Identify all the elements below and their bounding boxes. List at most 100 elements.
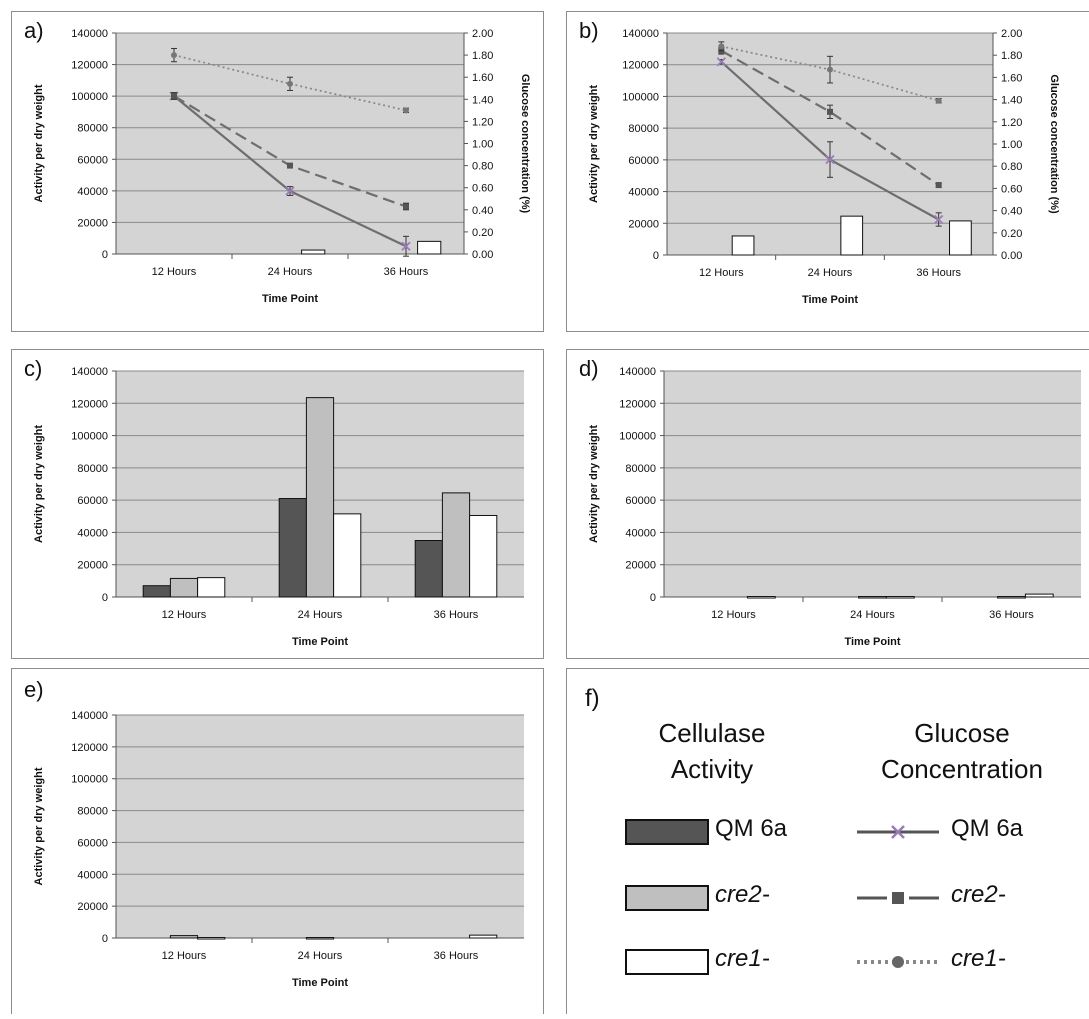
- y-tick-label: 20000: [628, 218, 659, 230]
- bar-cre1: [197, 577, 226, 598]
- x-tick-label: 36 Hours: [434, 609, 479, 621]
- y2-tick-label: 1.80: [1001, 50, 1022, 62]
- y-tick-label: 20000: [625, 560, 656, 572]
- bar-qm6a: [414, 540, 443, 598]
- y-tick-label: 40000: [628, 187, 659, 199]
- legend-col1-heading-line1: Cellulase: [658, 718, 766, 748]
- legend-line-swatch-cre1: [857, 956, 939, 968]
- legend-bar-swatch-cre2: [625, 885, 709, 911]
- chart-e: 0 20000 40000 60000 80000 100000 120000 140000 1…: [24, 677, 524, 989]
- x-axis-title: Time Point: [802, 294, 858, 306]
- bar-qm6a: [278, 498, 307, 598]
- y-tick-label: 120000: [71, 60, 108, 72]
- legend-col2-heading-line1: Glucose: [914, 718, 1010, 748]
- bar-cre1: [417, 240, 442, 255]
- x-tick-label: 12 Hours: [711, 609, 756, 621]
- bar-cre2: [305, 937, 335, 940]
- y2-axis-title: Glucose concentration (%): [519, 74, 531, 214]
- y-axis-title: Activity per dry weight: [588, 85, 600, 203]
- bar-cre2: [169, 577, 199, 598]
- y-tick-label: 40000: [625, 527, 656, 539]
- chart-b: 0 20000 40000 60000 80000 100000 120000 140000 1…: [579, 18, 1060, 306]
- y-tick-label: 40000: [77, 869, 108, 881]
- chart-a: 0 20000 40000 60000 80000 100000 120000 140000 1…: [24, 18, 531, 305]
- panel-c: 0 20000 40000 60000 80000 100000 120000 140000 1…: [11, 349, 544, 659]
- y2-tick-label: 0.40: [1001, 206, 1022, 218]
- y2-tick-label: 2.00: [1001, 28, 1022, 40]
- y-tick-label: 80000: [628, 123, 659, 135]
- bar-cre1: [949, 220, 972, 256]
- y-tick-label: 80000: [77, 806, 108, 818]
- x-axis-title: Time Point: [292, 636, 348, 648]
- y2-tick-label: 0.60: [472, 183, 493, 195]
- y-tick-label: 140000: [71, 28, 108, 40]
- y-axis-title: Activity per dry weight: [33, 84, 45, 202]
- y-tick-label: 0: [102, 592, 108, 604]
- line-cre2: [720, 49, 940, 186]
- bar-cre2: [169, 935, 199, 939]
- legend-panel: f) Cellulase Activity Glucose Concentrat…: [566, 668, 1089, 1014]
- x-axis-title: Time Point: [292, 977, 348, 989]
- legend-line-label-cre1: cre1-: [951, 945, 1006, 972]
- point-qm6a: [401, 241, 411, 251]
- legend-panel-label: f): [585, 685, 600, 712]
- point-qm6a: [825, 154, 835, 165]
- x-axis-title: Time Point: [844, 636, 900, 648]
- y2-tick-label: 0.00: [472, 249, 493, 261]
- legend-line-swatch-cre2: [857, 892, 939, 904]
- chart-c: 0 20000 40000 60000 80000 100000 120000 140000 1…: [24, 356, 524, 648]
- plot-area: [116, 33, 464, 254]
- y-tick-label: 0: [653, 250, 659, 262]
- bar-cre2: [997, 596, 1026, 599]
- y-tick-label: 120000: [622, 60, 659, 72]
- y2-tick-label: 0.40: [472, 205, 493, 217]
- panel-label: b): [579, 18, 599, 43]
- x-tick-label: 24 Hours: [850, 609, 895, 621]
- legend-bar-swatch-qm6a: [625, 819, 709, 845]
- y-tick-label: 100000: [71, 431, 108, 443]
- y-tick-label: 140000: [622, 28, 659, 40]
- y-tick-label: 0: [102, 249, 108, 261]
- legend-bar-swatch-cre1: [625, 949, 709, 975]
- point-cre1: [718, 43, 725, 50]
- y-tick-label: 40000: [77, 186, 108, 198]
- y2-tick-label: 2.00: [472, 28, 493, 40]
- x-axis-title: Time Point: [262, 293, 318, 305]
- y-tick-label: 120000: [71, 398, 108, 410]
- y-tick-label: 140000: [71, 366, 108, 378]
- y2-tick-label: 1.20: [1001, 117, 1022, 129]
- panel-b: 0 20000 40000 60000 80000 100000 120000 140000 1…: [566, 11, 1089, 332]
- y2-tick-label: 0.20: [1001, 228, 1022, 240]
- plot-area: [116, 715, 524, 938]
- bar-cre1: [333, 513, 362, 598]
- x-tick-label: 36 Hours: [384, 266, 429, 278]
- bar-qm6a: [142, 585, 171, 598]
- point-cre1: [827, 66, 833, 73]
- x-tick-label: 36 Hours: [916, 267, 961, 279]
- y2-tick-label: 0.80: [472, 161, 493, 173]
- y-tick-label: 20000: [77, 901, 108, 913]
- y-tick-label: 80000: [625, 463, 656, 475]
- x-tick-label: 12 Hours: [152, 266, 197, 278]
- y-tick-label: 60000: [77, 154, 108, 166]
- bar-cre1: [301, 249, 326, 255]
- y-tick-label: 120000: [71, 742, 108, 754]
- y2-axis-title: Glucose concentration (%): [1048, 74, 1060, 214]
- point-cre1: [171, 52, 177, 59]
- y2-tick-label: 1.00: [472, 139, 493, 151]
- y2-tick-label: 1.40: [1001, 95, 1022, 107]
- x-tick-label: 24 Hours: [808, 267, 853, 279]
- bar-cre1: [197, 937, 226, 940]
- y-tick-label: 20000: [77, 560, 108, 572]
- legend-col1-heading-line2: Activity: [670, 754, 754, 784]
- x-tick-label: 24 Hours: [298, 950, 343, 962]
- y2-tick-label: 0.80: [1001, 161, 1022, 173]
- panel-label: c): [24, 356, 42, 381]
- legend-line-label-cre2: cre2-: [951, 881, 1006, 908]
- y2-tick-label: 1.80: [472, 50, 493, 62]
- point-qm6a: [716, 57, 726, 67]
- x-tick-label: 36 Hours: [434, 950, 479, 962]
- y-tick-label: 60000: [625, 495, 656, 507]
- y-tick-label: 60000: [77, 837, 108, 849]
- bar-cre1: [469, 934, 498, 939]
